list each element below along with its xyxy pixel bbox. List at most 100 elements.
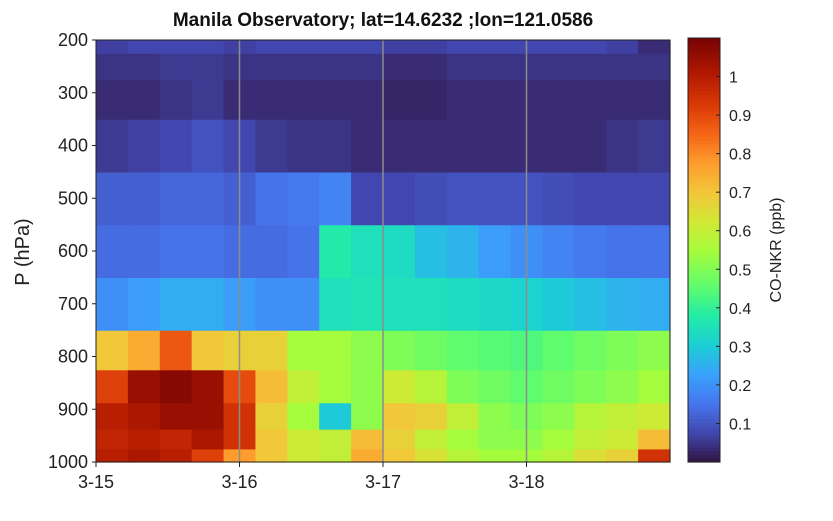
heatmap-cell	[96, 448, 129, 463]
colorbar-segment	[688, 366, 720, 371]
colorbar-segment	[688, 401, 720, 407]
heatmap-cell	[574, 330, 607, 371]
heatmap-cell	[414, 53, 448, 81]
heatmap-cell	[478, 53, 512, 81]
colorbar-segment	[688, 338, 720, 343]
colorbar-segment	[688, 458, 720, 463]
heatmap-cell	[351, 369, 384, 404]
colorbar-segment	[688, 66, 720, 71]
heatmap-cell	[574, 40, 607, 54]
heatmap-cell	[255, 277, 288, 331]
colorbar-segment	[688, 232, 720, 237]
heatmap-cell	[606, 53, 639, 81]
heatmap-cell	[127, 330, 161, 371]
heatmap-cell	[414, 171, 448, 226]
colorbar-segment	[688, 370, 720, 375]
heatmap-cell	[414, 402, 448, 430]
heatmap-cell	[638, 53, 671, 81]
colorbar-segment	[688, 122, 720, 127]
colorbar-segment	[688, 348, 720, 354]
heatmap-cell	[159, 369, 193, 404]
colorbar-segment	[688, 295, 720, 301]
colorbar-segment	[688, 359, 720, 364]
colorbar-segment	[688, 218, 720, 223]
heatmap-cell	[287, 277, 320, 331]
y-tick-label: 400	[58, 136, 88, 156]
heatmap-cell	[191, 330, 225, 371]
heatmap-cell	[446, 119, 480, 173]
heatmap-cell	[478, 79, 512, 120]
heatmap-cell	[446, 79, 480, 120]
heatmap-cell	[446, 171, 480, 226]
colorbar-segment	[688, 228, 720, 233]
colorbar-segment	[688, 52, 720, 57]
heatmap-cell	[96, 79, 129, 120]
heatmap-cell	[638, 79, 671, 120]
colorbar-segment	[688, 320, 720, 325]
colorbar-segment	[688, 133, 720, 138]
y-axis-label: P (hPa)	[12, 218, 34, 285]
heatmap-cell	[287, 79, 320, 120]
heatmap-cell	[383, 448, 416, 463]
heatmap-cell	[478, 448, 512, 463]
heatmap-cell	[351, 277, 384, 331]
heatmap-cell	[96, 369, 129, 404]
colorbar-segment	[688, 398, 720, 403]
colorbar-segment	[688, 345, 720, 350]
heatmap-cell	[255, 402, 288, 430]
heatmap-cell	[159, 429, 193, 450]
heatmap-cell	[383, 171, 416, 226]
colorbar-segment	[688, 352, 720, 357]
colorbar-segment	[688, 299, 720, 304]
colorbar-segment	[688, 430, 720, 435]
heatmap-cell	[255, 448, 288, 463]
colorbar-segment	[688, 76, 720, 81]
colorbar-segment	[688, 281, 720, 286]
colorbar-tick-label: 0.4	[729, 301, 751, 318]
heatmap-cell	[542, 369, 575, 404]
heatmap-cell	[574, 53, 607, 81]
y-tick-label: 700	[58, 294, 88, 314]
heatmap-cell	[383, 40, 416, 54]
colorbar-segment	[688, 115, 720, 120]
colorbar-segment	[688, 356, 720, 361]
heatmap-cell	[542, 448, 575, 463]
colorbar-segment	[688, 41, 720, 46]
plot-frame	[95, 39, 671, 463]
x-tick-label: 3-18	[508, 472, 544, 492]
x-tick-label: 3-17	[365, 472, 401, 492]
heatmap-cell	[414, 448, 448, 463]
heatmap-cell	[96, 53, 129, 81]
heatmap-cell	[638, 224, 671, 278]
colorbar-segment	[688, 55, 720, 60]
heatmap-cell	[319, 53, 352, 81]
heatmap-cell	[574, 448, 607, 463]
heatmap-cell	[287, 330, 320, 371]
colorbar-segment	[688, 433, 720, 438]
colorbar-segment	[688, 105, 720, 110]
colorbar-segment	[688, 144, 720, 149]
colorbar-segment	[688, 451, 720, 456]
colorbar-segment	[688, 444, 720, 449]
colorbar-segment	[688, 409, 720, 414]
colorbar-segment	[688, 126, 720, 131]
colorbar-segment	[688, 189, 720, 195]
colorbar-segment	[688, 271, 720, 276]
heatmap-cell	[96, 40, 129, 54]
heatmap-cell	[127, 277, 161, 331]
heatmap-cell	[383, 79, 416, 120]
colorbar-segment	[688, 377, 720, 382]
colorbar-segment	[688, 267, 720, 272]
heatmap-cell	[96, 277, 129, 331]
heatmap-cell	[127, 171, 161, 226]
heatmap-cell	[446, 40, 480, 54]
heatmap-cell	[574, 429, 607, 450]
heatmap-cell	[159, 53, 193, 81]
heatmap-cell	[287, 40, 320, 54]
heatmap-cell	[319, 224, 352, 278]
heatmap-cell	[542, 53, 575, 81]
heatmap-cell	[287, 369, 320, 404]
y-tick-label: 600	[58, 241, 88, 261]
heatmap-cell	[606, 448, 639, 463]
